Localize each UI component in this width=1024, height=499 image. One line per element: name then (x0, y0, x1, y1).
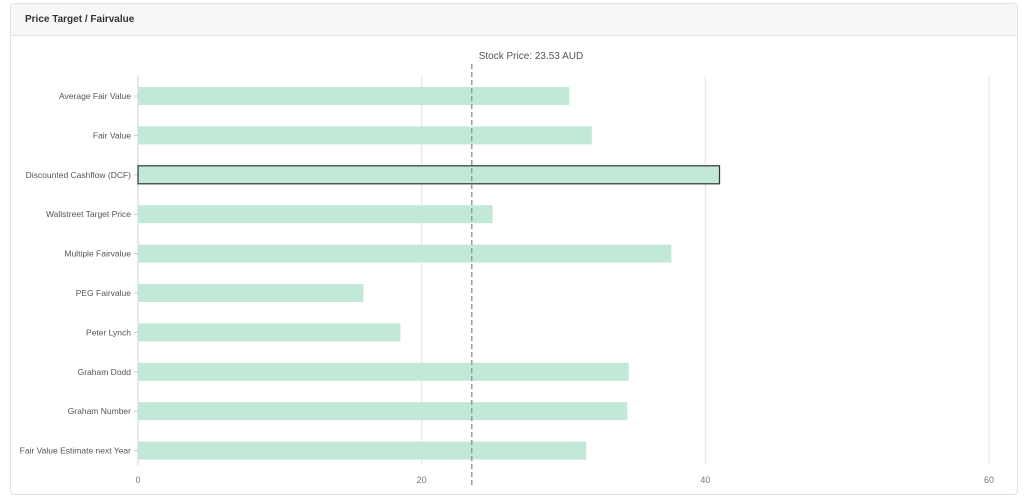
bar-1 (138, 126, 592, 145)
category-label-2: Discounted Cashflow (DCF) (26, 170, 132, 180)
bar-3 (138, 205, 493, 224)
bar-5 (138, 284, 364, 302)
bar-4 (138, 244, 672, 263)
panel-header: Price Target / Fairvalue (11, 4, 1017, 36)
bar-6 (138, 323, 401, 342)
category-label-7: Graham Dodd (78, 367, 132, 377)
bar-7 (138, 362, 629, 381)
bar-0 (138, 87, 570, 105)
bar-9 (138, 441, 587, 460)
category-label-1: Fair Value (93, 130, 131, 140)
category-label-3: Wallstreet Target Price (46, 209, 131, 219)
grid-layer (134, 76, 990, 465)
panel-title: Price Target / Fairvalue (25, 14, 135, 25)
x-tick-label-0: 0 (135, 475, 140, 485)
category-label-4: Multiple Fairvalue (64, 249, 131, 259)
bar-8 (138, 402, 628, 421)
category-label-5: PEG Fairvalue (76, 288, 132, 298)
x-tick-label-2: 40 (700, 475, 710, 485)
stock-price-label: Stock Price: 23.53 AUD (479, 51, 584, 62)
category-label-8: Graham Number (68, 406, 131, 416)
category-label-0: Average Fair Value (59, 91, 131, 101)
label-layer: 0 20 40 60 Average Fair Value Fair Value Disco… (20, 51, 994, 485)
x-tick-label-3: 60 (984, 475, 994, 485)
bar-2 (137, 165, 721, 185)
category-label-6: Peter Lynch (86, 327, 131, 337)
category-label-9: Fair Value Estimate next Year (20, 446, 132, 456)
x-tick-label-1: 20 (417, 475, 427, 485)
bar-layer (137, 87, 721, 460)
